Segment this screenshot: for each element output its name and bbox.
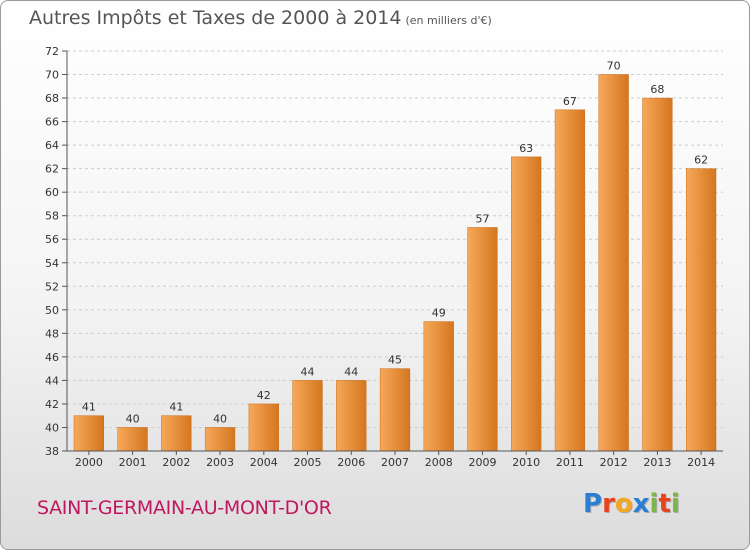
y-tick-label: 68 — [45, 92, 59, 105]
logo-letter: i — [670, 489, 680, 519]
data-label: 70 — [607, 60, 621, 73]
logo-letter: t — [658, 489, 671, 519]
y-tick-label: 60 — [45, 186, 59, 199]
data-label: 67 — [563, 95, 577, 108]
data-label: 42 — [257, 389, 271, 402]
y-tick-label: 64 — [45, 139, 59, 152]
x-tick-label: 2012 — [600, 456, 628, 469]
logo-letter: x — [632, 489, 650, 519]
y-tick-label: 54 — [45, 257, 59, 270]
bar — [379, 368, 411, 452]
y-tick-label: 72 — [45, 45, 59, 58]
y-tick-label: 50 — [45, 304, 59, 317]
y-tick-label: 66 — [45, 116, 59, 129]
commune-name: SAINT-GERMAIN-AU-MONT-D'OR — [37, 497, 332, 519]
logo-letter: P — [583, 489, 603, 519]
y-tick-label: 44 — [45, 374, 59, 387]
x-tick-label: 2005 — [294, 456, 322, 469]
x-tick-label: 2004 — [250, 456, 278, 469]
y-tick-label: 52 — [45, 280, 59, 293]
chart-title: Autres Impôts et Taxes de 2000 à 2014 (en… — [29, 7, 492, 29]
data-label: 45 — [388, 354, 402, 367]
data-label: 40 — [126, 412, 140, 425]
logo-letter: i — [649, 489, 659, 519]
bar — [204, 427, 236, 452]
bar — [642, 97, 673, 452]
x-tick-label: 2013 — [643, 456, 671, 469]
bar — [292, 380, 323, 452]
bar — [248, 403, 279, 452]
bar — [161, 415, 192, 452]
data-label: 57 — [475, 212, 489, 225]
y-tick-label: 38 — [45, 445, 59, 458]
y-tick-label: 70 — [45, 69, 59, 82]
bar — [117, 427, 148, 452]
logo-letter: o — [614, 489, 633, 519]
data-label: 44 — [344, 365, 358, 378]
data-label: 68 — [650, 83, 664, 96]
proxiti-logo[interactable]: Proxiti — [583, 489, 680, 519]
bar — [336, 380, 367, 452]
logo-letter: r — [602, 489, 615, 519]
chart-subtitle: (en milliers d'€) — [405, 14, 492, 27]
bar — [73, 415, 104, 452]
y-tick-label: 56 — [45, 233, 59, 246]
data-label: 49 — [432, 307, 446, 320]
x-tick-label: 2009 — [468, 456, 496, 469]
y-tick-label: 46 — [45, 351, 59, 364]
x-tick-label: 2002 — [162, 456, 190, 469]
x-tick-label: 2014 — [687, 456, 715, 469]
data-label: 62 — [694, 154, 708, 167]
data-label: 63 — [519, 142, 533, 155]
data-label: 40 — [213, 412, 227, 425]
x-tick-label: 2001 — [119, 456, 147, 469]
y-tick-label: 62 — [45, 163, 59, 176]
x-tick-label: 2007 — [381, 456, 409, 469]
title-text: Autres Impôts et Taxes de 2000 à 2014 — [29, 7, 402, 29]
data-label: 44 — [301, 365, 315, 378]
data-label: 41 — [169, 401, 183, 414]
x-tick-label: 2006 — [337, 456, 365, 469]
x-tick-label: 2003 — [206, 456, 234, 469]
y-tick-label: 48 — [45, 327, 59, 340]
y-tick-label: 42 — [45, 398, 59, 411]
bar — [467, 227, 498, 452]
data-label: 41 — [82, 401, 96, 414]
bar — [423, 321, 454, 452]
bar — [554, 109, 586, 452]
x-tick-label: 2011 — [556, 456, 584, 469]
bar — [511, 156, 542, 452]
bar — [598, 74, 629, 452]
x-tick-label: 2000 — [75, 456, 103, 469]
x-tick-label: 2010 — [512, 456, 540, 469]
y-tick-label: 58 — [45, 210, 59, 223]
bar — [686, 168, 717, 452]
x-tick-label: 2008 — [425, 456, 453, 469]
y-tick-label: 40 — [45, 421, 59, 434]
